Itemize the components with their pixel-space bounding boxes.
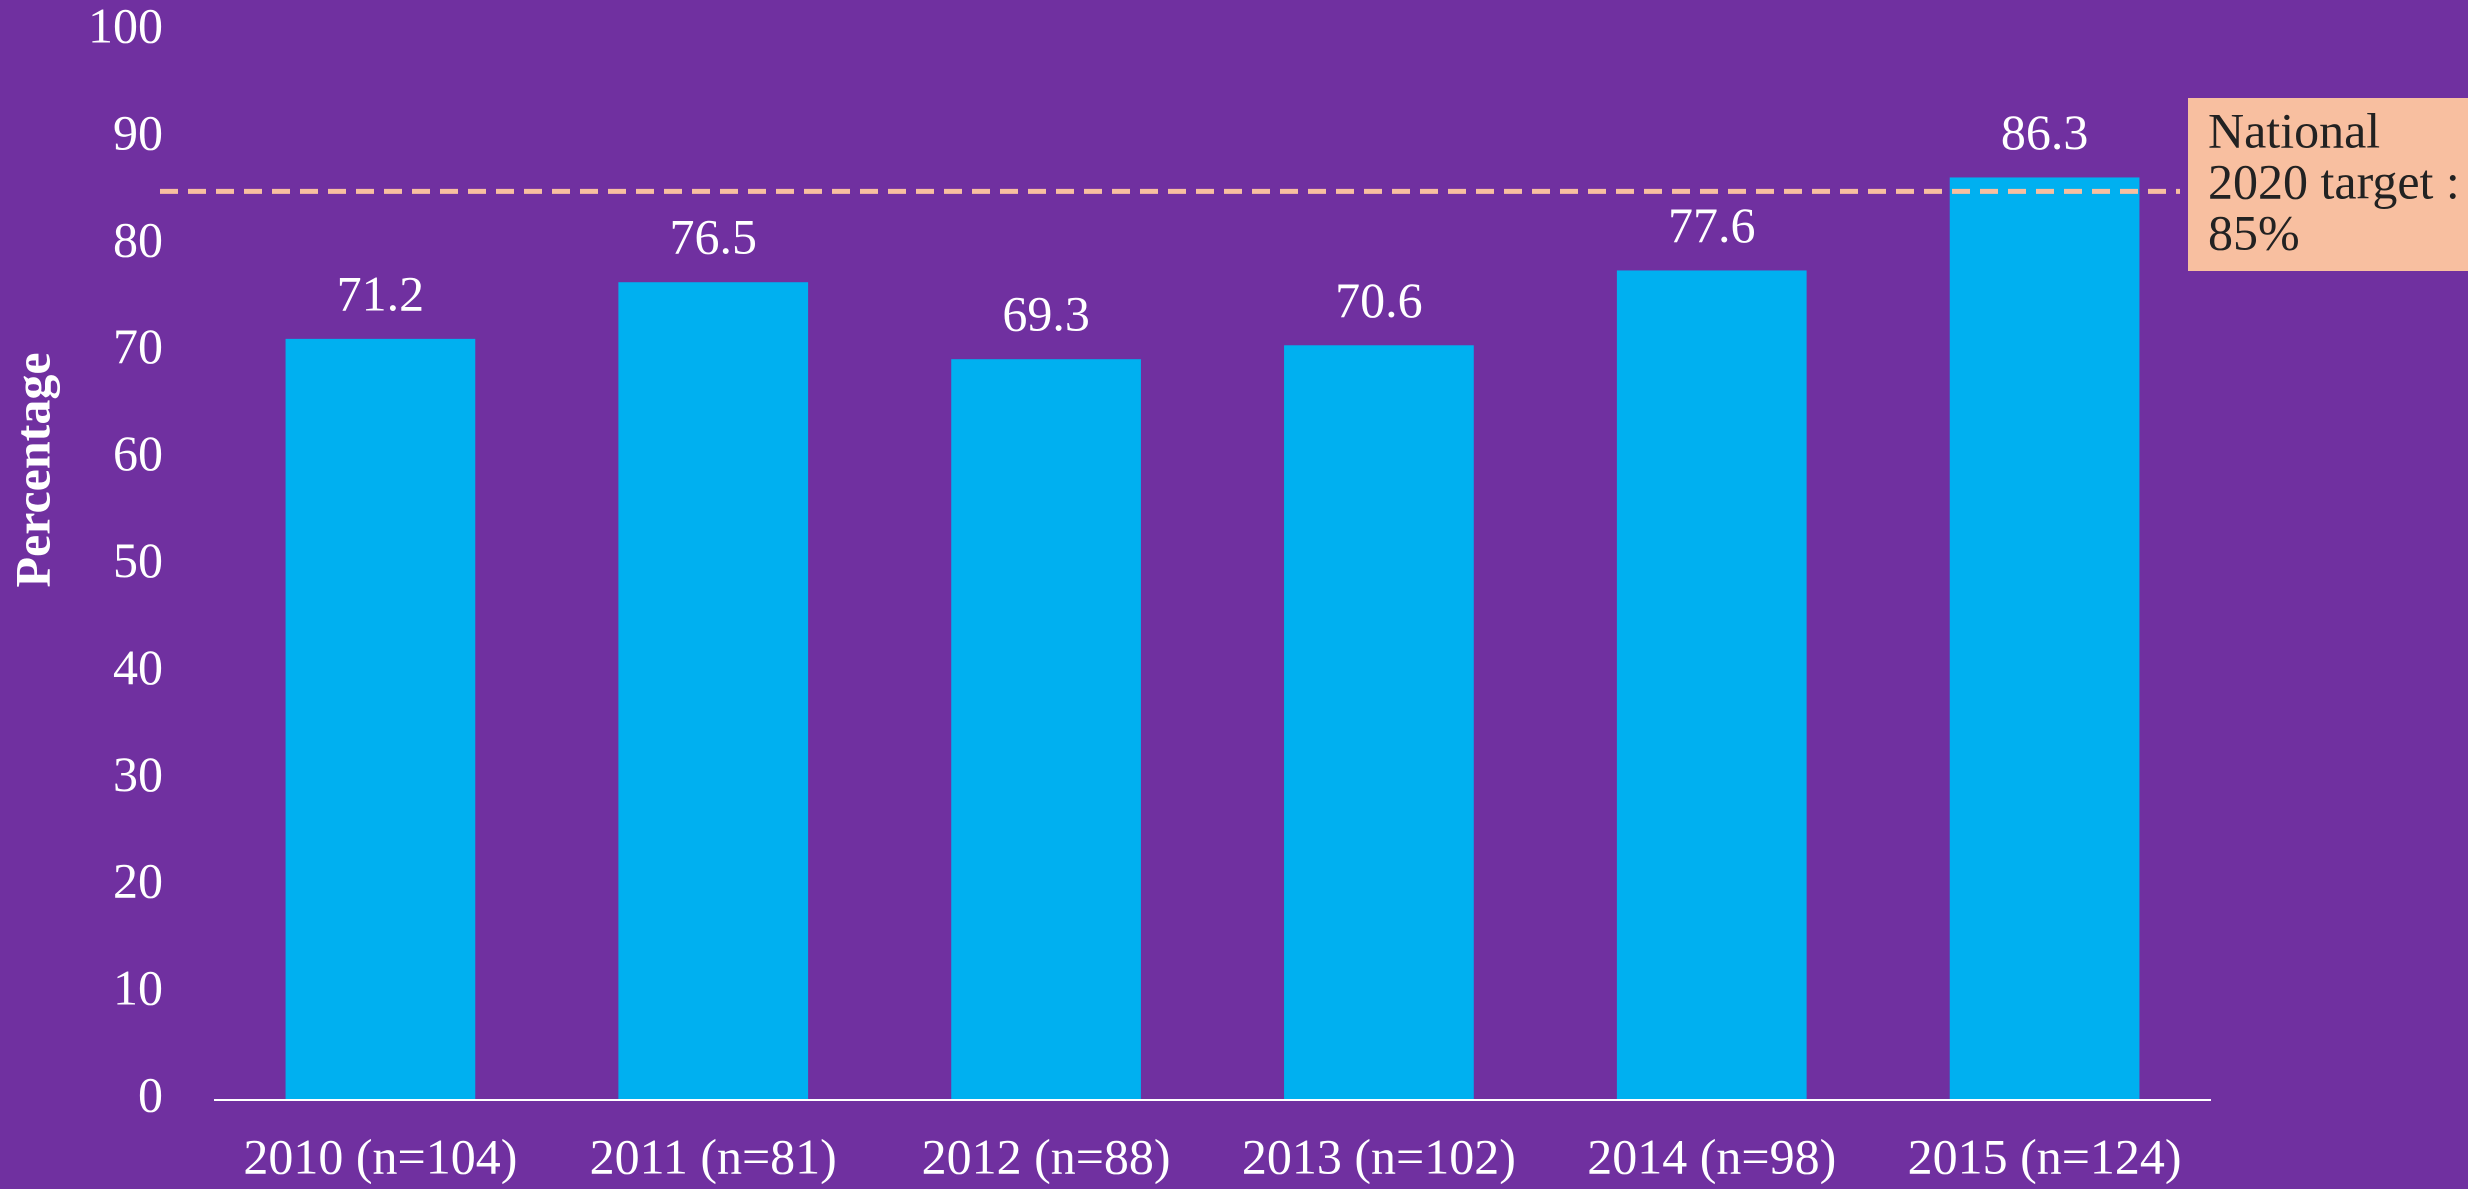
target-annotation: National [2208,102,2380,158]
y-tick-label: 50 [113,532,163,588]
bar [618,282,809,1101]
data-label: 71.2 [337,265,425,321]
y-tick-label: 100 [88,0,163,53]
data-label: 69.3 [1002,286,1090,342]
y-tick-label: 10 [113,960,163,1016]
x-tick-label: 2012 (n=88) [922,1128,1171,1184]
bar [1284,345,1474,1100]
y-tick-label: 30 [113,746,163,802]
target-box [2188,98,2468,271]
x-tick-label: 2014 (n=98) [1587,1128,1836,1184]
target-annotation: 85% [2208,204,2300,260]
target-annotation: 2020 target : [2208,153,2460,209]
y-tick-label: 90 [113,104,163,160]
data-label: 86.3 [2001,104,2089,160]
x-tick-label: 2015 (n=124) [1908,1128,2182,1184]
x-tick-label: 2010 (n=104) [243,1128,517,1184]
data-label: 77.6 [1668,197,1756,253]
x-tick-label: 2013 (n=102) [1242,1128,1516,1184]
bar [1949,177,2140,1100]
x-tick-label: 2011 (n=81) [590,1128,837,1184]
bar [1616,270,1807,1100]
y-tick-label: 40 [113,639,163,695]
y-axis-label: Percentage [4,352,60,587]
y-tick-label: 0 [138,1066,163,1122]
y-tick-label: 20 [113,853,163,909]
bar [285,338,476,1100]
y-tick-label: 60 [113,425,163,481]
data-label: 76.5 [670,209,758,265]
y-tick-label: 70 [113,318,163,374]
bar [951,359,1141,1101]
data-label: 70.6 [1335,272,1423,328]
y-tick-label: 80 [113,211,163,267]
